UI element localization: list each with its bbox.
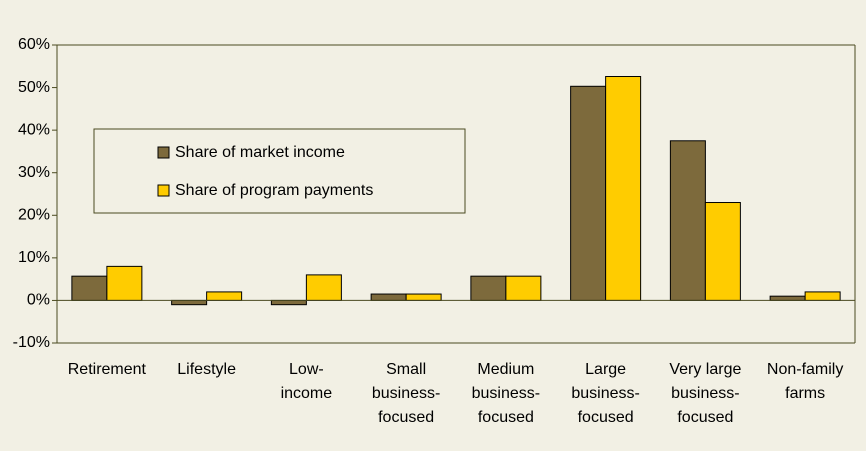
bar	[370, 293, 407, 301]
bar	[669, 140, 706, 301]
bar	[804, 291, 841, 301]
x-tick-label: Large	[585, 361, 626, 378]
x-tick-label: business-	[671, 385, 739, 402]
y-tick-label: 50%	[18, 79, 50, 96]
y-tick-label: 10%	[18, 249, 50, 266]
x-tick-label: focused	[578, 409, 634, 426]
x-tick-label: Lifestyle	[177, 361, 236, 378]
legend-swatch	[157, 146, 170, 159]
y-tick-label: 40%	[18, 121, 50, 138]
x-tick-label: income	[281, 385, 333, 402]
legend-label: Share of program payments	[175, 182, 373, 199]
x-tick-label: Small	[386, 361, 426, 378]
bar	[470, 275, 507, 301]
y-tick-label: 30%	[18, 164, 50, 181]
y-tick-label: -10%	[13, 334, 50, 351]
x-tick-label: Retirement	[68, 361, 147, 378]
bar	[505, 275, 542, 301]
x-tick-label: focused	[478, 409, 534, 426]
bar	[305, 274, 342, 301]
x-tick-label: business-	[472, 385, 540, 402]
bar	[206, 291, 243, 301]
bar	[605, 76, 642, 301]
x-tick-label: business-	[571, 385, 639, 402]
bar	[71, 275, 108, 301]
y-tick-label: 0%	[27, 292, 50, 309]
legend-box	[93, 128, 466, 214]
bar	[270, 299, 307, 306]
x-tick-label: Medium	[477, 361, 534, 378]
y-tick-label: 20%	[18, 207, 50, 224]
bar	[106, 265, 143, 301]
x-tick-label: business-	[372, 385, 440, 402]
bar	[570, 85, 607, 301]
bar	[704, 202, 741, 301]
bar	[171, 299, 208, 306]
bar	[405, 293, 442, 301]
legend-label: Share of market income	[175, 144, 345, 161]
x-tick-label: farms	[785, 385, 825, 402]
x-tick-label: Very large	[669, 361, 741, 378]
x-tick-label: Low-	[289, 361, 324, 378]
x-tick-label: focused	[378, 409, 434, 426]
bar	[769, 295, 806, 301]
y-tick-label: 60%	[18, 36, 50, 53]
x-tick-label: focused	[677, 409, 733, 426]
legend-swatch	[157, 184, 170, 197]
x-tick-label: Non-family	[767, 361, 843, 378]
